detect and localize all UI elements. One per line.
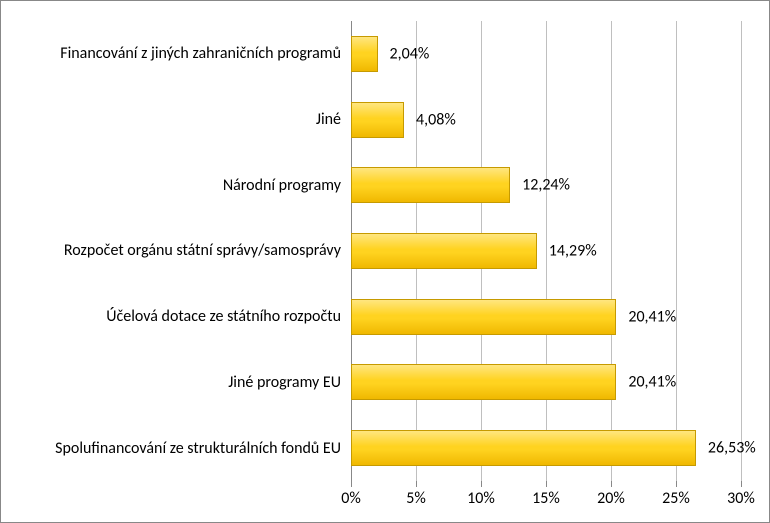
x-tick-label: 30% <box>727 489 755 508</box>
bar <box>351 364 616 400</box>
x-tick-label: 25% <box>662 489 690 508</box>
category-label: Financování z jiných zahraničních progra… <box>11 21 341 87</box>
category-label: Spolufinancování ze strukturálních fondů… <box>11 415 341 481</box>
bar-row: 26,53% <box>351 430 741 466</box>
category-label: Jiné <box>11 87 341 153</box>
bar-row: 2,04% <box>351 36 741 72</box>
bar-row: 12,24% <box>351 167 741 203</box>
x-tick-mark <box>351 481 352 487</box>
bar-value-label: 20,41% <box>628 373 676 392</box>
x-tick-label: 0% <box>341 489 361 508</box>
bar-value-label: 14,29% <box>549 241 597 260</box>
bar <box>351 36 378 72</box>
bar-value-label: 20,41% <box>628 307 676 326</box>
x-tick-mark <box>416 481 417 487</box>
bar-row: 20,41% <box>351 364 741 400</box>
gridline <box>741 21 742 481</box>
bar-row: 4,08% <box>351 102 741 138</box>
category-label: Rozpočet orgánu státní správy/samosprávy <box>11 218 341 284</box>
x-tick-mark <box>481 481 482 487</box>
bar-row: 20,41% <box>351 299 741 335</box>
x-tick-mark <box>546 481 547 487</box>
x-tick-label: 10% <box>467 489 495 508</box>
bar <box>351 299 616 335</box>
bar-value-label: 26,53% <box>708 439 756 458</box>
bar-value-label: 12,24% <box>522 176 570 195</box>
bar <box>351 102 404 138</box>
category-label: Jiné programy EU <box>11 350 341 416</box>
bar <box>351 167 510 203</box>
category-label: Účelová dotace ze státního rozpočtu <box>11 284 341 350</box>
plot-area: 2,04% 4,08% 12,24% 14,29% 20,41% 20,41% 26,53% <box>351 21 741 481</box>
x-tick-mark <box>676 481 677 487</box>
bar <box>351 233 537 269</box>
chart-frame: 2,04% 4,08% 12,24% 14,29% 20,41% 20,41% 26,53%… <box>0 0 770 523</box>
x-tick-label: 15% <box>532 489 560 508</box>
category-label: Národní programy <box>11 152 341 218</box>
x-tick-mark <box>611 481 612 487</box>
bar <box>351 430 696 466</box>
x-tick-label: 20% <box>597 489 625 508</box>
x-tick-mark <box>741 481 742 487</box>
bar-value-label: 2,04% <box>390 44 430 63</box>
x-tick-label: 5% <box>406 489 426 508</box>
bar-value-label: 4,08% <box>416 110 456 129</box>
bar-row: 14,29% <box>351 233 741 269</box>
